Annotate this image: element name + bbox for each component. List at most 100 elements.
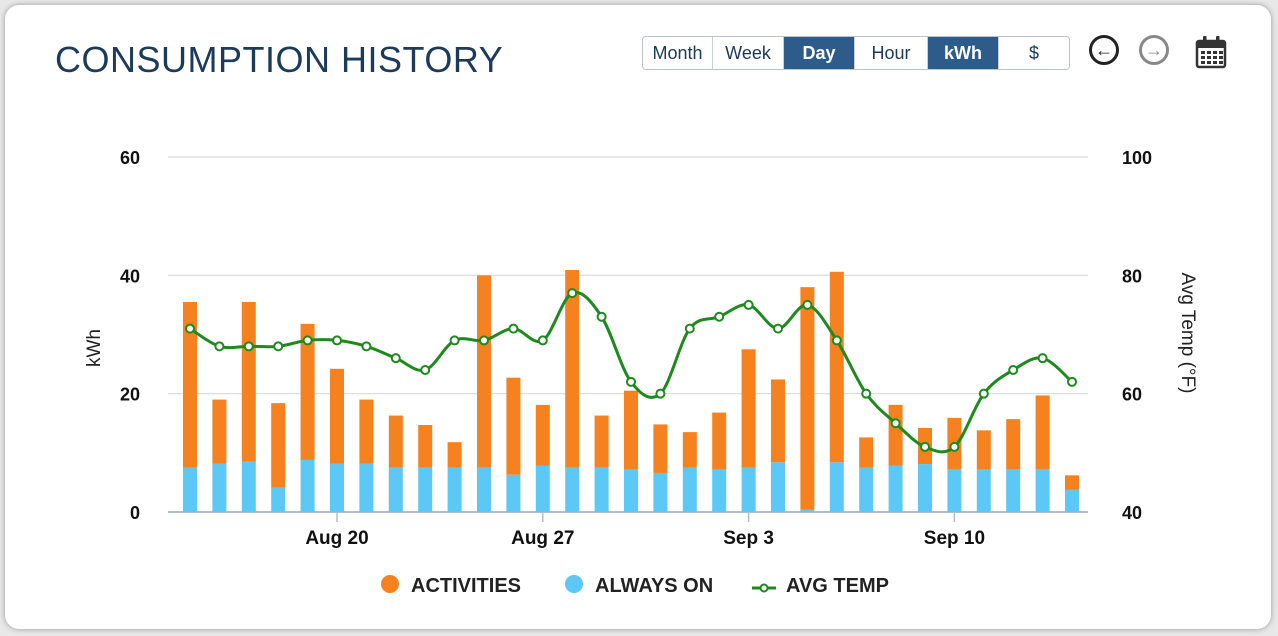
bar-always-on <box>829 462 844 512</box>
legend-always-on-label[interactable]: ALWAYS ON <box>595 575 713 597</box>
bar-activities <box>712 412 727 470</box>
avg-temp-point <box>537 335 548 346</box>
bar-always-on <box>330 463 344 512</box>
bar-activities <box>653 424 668 473</box>
bar-always-on <box>888 465 903 512</box>
bar-activities <box>212 399 227 464</box>
bar-activities <box>418 425 433 468</box>
bar-activities <box>535 404 550 466</box>
x-tick-label: Sep 3 <box>723 528 774 549</box>
bar-always-on <box>1065 489 1079 512</box>
bar-always-on <box>624 469 638 512</box>
avg-temp-point <box>361 341 372 352</box>
bar-always-on <box>477 467 491 512</box>
bar-activities <box>477 275 491 468</box>
bar-always-on <box>653 472 668 512</box>
legend-activities-label[interactable]: ACTIVITIES <box>411 575 521 597</box>
avg-temp-point <box>831 335 842 346</box>
avg-temp-point <box>390 353 401 364</box>
legend-avg-temp-marker <box>759 583 769 593</box>
avg-temp-point <box>1008 365 1019 375</box>
bar-always-on <box>594 467 609 512</box>
bar-always-on <box>800 509 815 512</box>
bar-activities <box>1035 395 1050 470</box>
tab-day[interactable]: Day <box>784 37 855 69</box>
bar-activities <box>359 399 374 464</box>
avg-temp-point <box>302 335 313 346</box>
bar-always-on <box>506 474 521 512</box>
y-axis-label: kWh <box>84 329 105 367</box>
avg-temp-point <box>890 418 901 429</box>
y-tick-label: 60 <box>120 148 140 168</box>
bar-always-on <box>1035 469 1050 512</box>
legend: ACTIVITIES ALWAYS ON AVG TEMP <box>381 575 889 597</box>
x-tick-label: Sep 10 <box>924 528 985 549</box>
bar-always-on <box>565 467 580 512</box>
bar-activities <box>388 415 403 468</box>
bar-always-on <box>241 461 256 512</box>
bar-activities <box>800 287 815 510</box>
tab-week[interactable]: Week <box>713 37 784 69</box>
avg-temp-point <box>1037 353 1048 364</box>
avg-temp-point <box>802 299 813 310</box>
y2-tick-label: 100 <box>1122 148 1152 168</box>
legend-avg-temp-label[interactable]: AVG TEMP <box>786 575 889 597</box>
y2-tick-label: 40 <box>1122 503 1142 523</box>
bar-activities <box>565 270 580 468</box>
arrow-left-circle-icon[interactable]: ← <box>1089 35 1119 65</box>
arrow-right-circle-icon[interactable]: → <box>1139 35 1169 65</box>
avg-temp-point <box>714 311 725 322</box>
avg-temp-point <box>596 311 607 322</box>
avg-temp-point <box>655 388 666 399</box>
tab-dollars[interactable]: $ <box>999 37 1069 69</box>
bar-always-on <box>859 467 874 512</box>
tab-hour[interactable]: Hour <box>855 37 928 69</box>
bar-activities <box>594 415 609 468</box>
legend-activities-marker <box>381 575 399 593</box>
avg-temp-line <box>185 288 1077 454</box>
x-tick-label: Aug 20 <box>305 528 368 549</box>
bar-activities <box>771 379 785 463</box>
avg-temp-point <box>185 323 195 334</box>
y2-tick-label: 60 <box>1122 385 1142 405</box>
bar-activities <box>829 271 844 463</box>
bar-always-on <box>271 487 286 512</box>
y-tick-label: 40 <box>120 266 140 286</box>
bar-activities <box>682 432 697 468</box>
avg-temp-point <box>420 365 431 375</box>
tab-month[interactable]: Month <box>643 37 713 69</box>
bar-activities <box>330 368 344 464</box>
avg-temp-point <box>479 335 489 346</box>
chart-card: CONSUMPTION HISTORY Month Week Day Hour … <box>5 5 1271 629</box>
bar-activities <box>241 301 256 462</box>
avg-temp-point <box>243 341 254 352</box>
calendar-icon[interactable] <box>1195 35 1229 69</box>
bar-always-on <box>535 465 550 512</box>
tab-kwh[interactable]: kWh <box>928 37 999 69</box>
bar-activities <box>183 301 197 468</box>
bar-always-on <box>212 463 227 512</box>
avg-temp-point <box>449 335 460 346</box>
bar-always-on <box>388 467 403 512</box>
bar-always-on <box>947 469 962 512</box>
y2-axis-label: Avg Temp (°F) <box>1177 273 1198 394</box>
bar-activities <box>506 377 521 475</box>
bar-always-on <box>682 467 697 512</box>
bar-activities <box>976 430 991 470</box>
y-tick-label: 20 <box>120 385 140 405</box>
bar-always-on <box>712 469 727 512</box>
bar-activities <box>741 349 756 468</box>
bar-always-on <box>976 469 991 512</box>
avg-temp-point <box>214 341 225 352</box>
avg-temp-point <box>920 441 930 452</box>
avg-temp-point <box>861 388 872 399</box>
bar-activities <box>1006 419 1021 470</box>
avg-temp-point <box>773 323 783 334</box>
avg-temp-point <box>743 299 754 310</box>
bar-activities <box>447 442 462 468</box>
avg-temp-point <box>978 388 989 399</box>
bar-always-on <box>183 467 197 512</box>
bar-activities <box>300 323 315 460</box>
avg-temp-point <box>1067 376 1077 387</box>
